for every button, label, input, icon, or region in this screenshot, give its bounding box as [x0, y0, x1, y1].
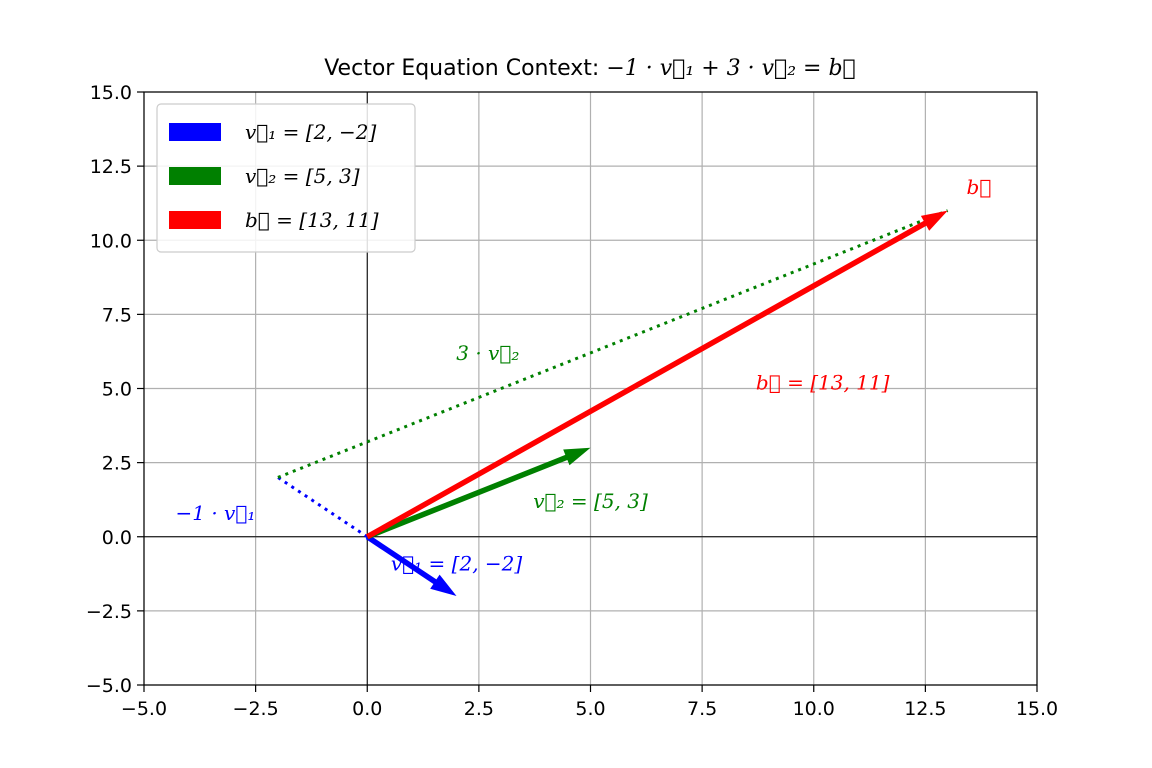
vector-label-v1: v⃗₁ = [2, −2] — [391, 551, 523, 575]
y-tick-label: 7.5 — [102, 304, 132, 326]
y-tick-label: −2.5 — [86, 601, 132, 623]
dotted-segment — [277, 209, 949, 479]
vector-labels: −1 · v⃗₁ 3 · v⃗₂ v⃗₁ = [2, −2] v⃗₂ = [5, 3]… — [176, 175, 992, 576]
vector-arrow-b-shape — [365, 210, 948, 540]
y-tick-label: 0.0 — [102, 527, 132, 549]
dotted-segment-label: −1 · v⃗₁ — [176, 501, 256, 525]
vector-arrow-v1 — [365, 534, 457, 596]
y-tick-label: 15.0 — [90, 82, 132, 104]
y-tick-label: 10.0 — [90, 230, 132, 252]
vectors — [365, 210, 948, 596]
legend-box — [156, 103, 416, 253]
x-tick-label: 15.0 — [1016, 698, 1058, 720]
x-tick-label: −5.0 — [121, 698, 167, 720]
dotted-construction-lines — [277, 209, 949, 538]
chart-title-equation: −1 · v⃗₁ + 3 · v⃗₂ = b⃗ — [606, 56, 855, 81]
y-tick-label: 2.5 — [102, 453, 132, 475]
x-tick-label: 10.0 — [793, 698, 835, 720]
vector-arrow-b — [365, 210, 948, 540]
vector-label-b: b⃗ = [13, 11] — [756, 371, 890, 395]
vector-arrow-v2-shape — [366, 447, 591, 540]
x-tick-label: 12.5 — [904, 698, 946, 720]
x-tick-label: 7.5 — [687, 698, 717, 720]
vector-label-v2: v⃗₂ = [5, 3] — [533, 489, 648, 513]
legend-label-b: b⃗ = [13, 11] — [245, 208, 379, 232]
legend-label-v2: v⃗₂ = [5, 3] — [245, 164, 360, 188]
dotted-segment — [277, 476, 369, 538]
vector-arrow-v2 — [366, 447, 591, 540]
dotted-segment-label: 3 · v⃗₂ — [456, 341, 519, 365]
y-tick-label: −5.0 — [86, 675, 132, 697]
y-tick-label: 12.5 — [90, 156, 132, 178]
vector-arrow-v1-shape — [365, 534, 457, 596]
chart-title: Vector Equation Context: −1 · v⃗₁ + 3 · … — [324, 56, 856, 81]
legend-swatch-v2 — [169, 167, 221, 185]
x-tick-label: 2.5 — [464, 698, 494, 720]
axis-ticks: −5.0 −2.5 0.0 2.5 5.0 7.5 10.0 12.5 15.0 −5.0 −2.5… — [86, 82, 1058, 720]
chart-title-prefix: Vector Equation Context: — [324, 56, 606, 81]
legend-swatch-b — [169, 211, 221, 229]
legend-swatch-v1 — [169, 123, 221, 141]
y-tick-label: 5.0 — [102, 379, 132, 401]
legend-label-v1: v⃗₁ = [2, −2] — [245, 120, 377, 144]
x-tick-label: 5.0 — [575, 698, 605, 720]
annotation-label: b⃗ — [967, 175, 992, 199]
x-tick-label: 0.0 — [352, 698, 382, 720]
x-tick-label: −2.5 — [233, 698, 279, 720]
legend: v⃗₁ = [2, −2] v⃗₂ = [5, 3] b⃗ = [13, 11] — [156, 103, 416, 253]
